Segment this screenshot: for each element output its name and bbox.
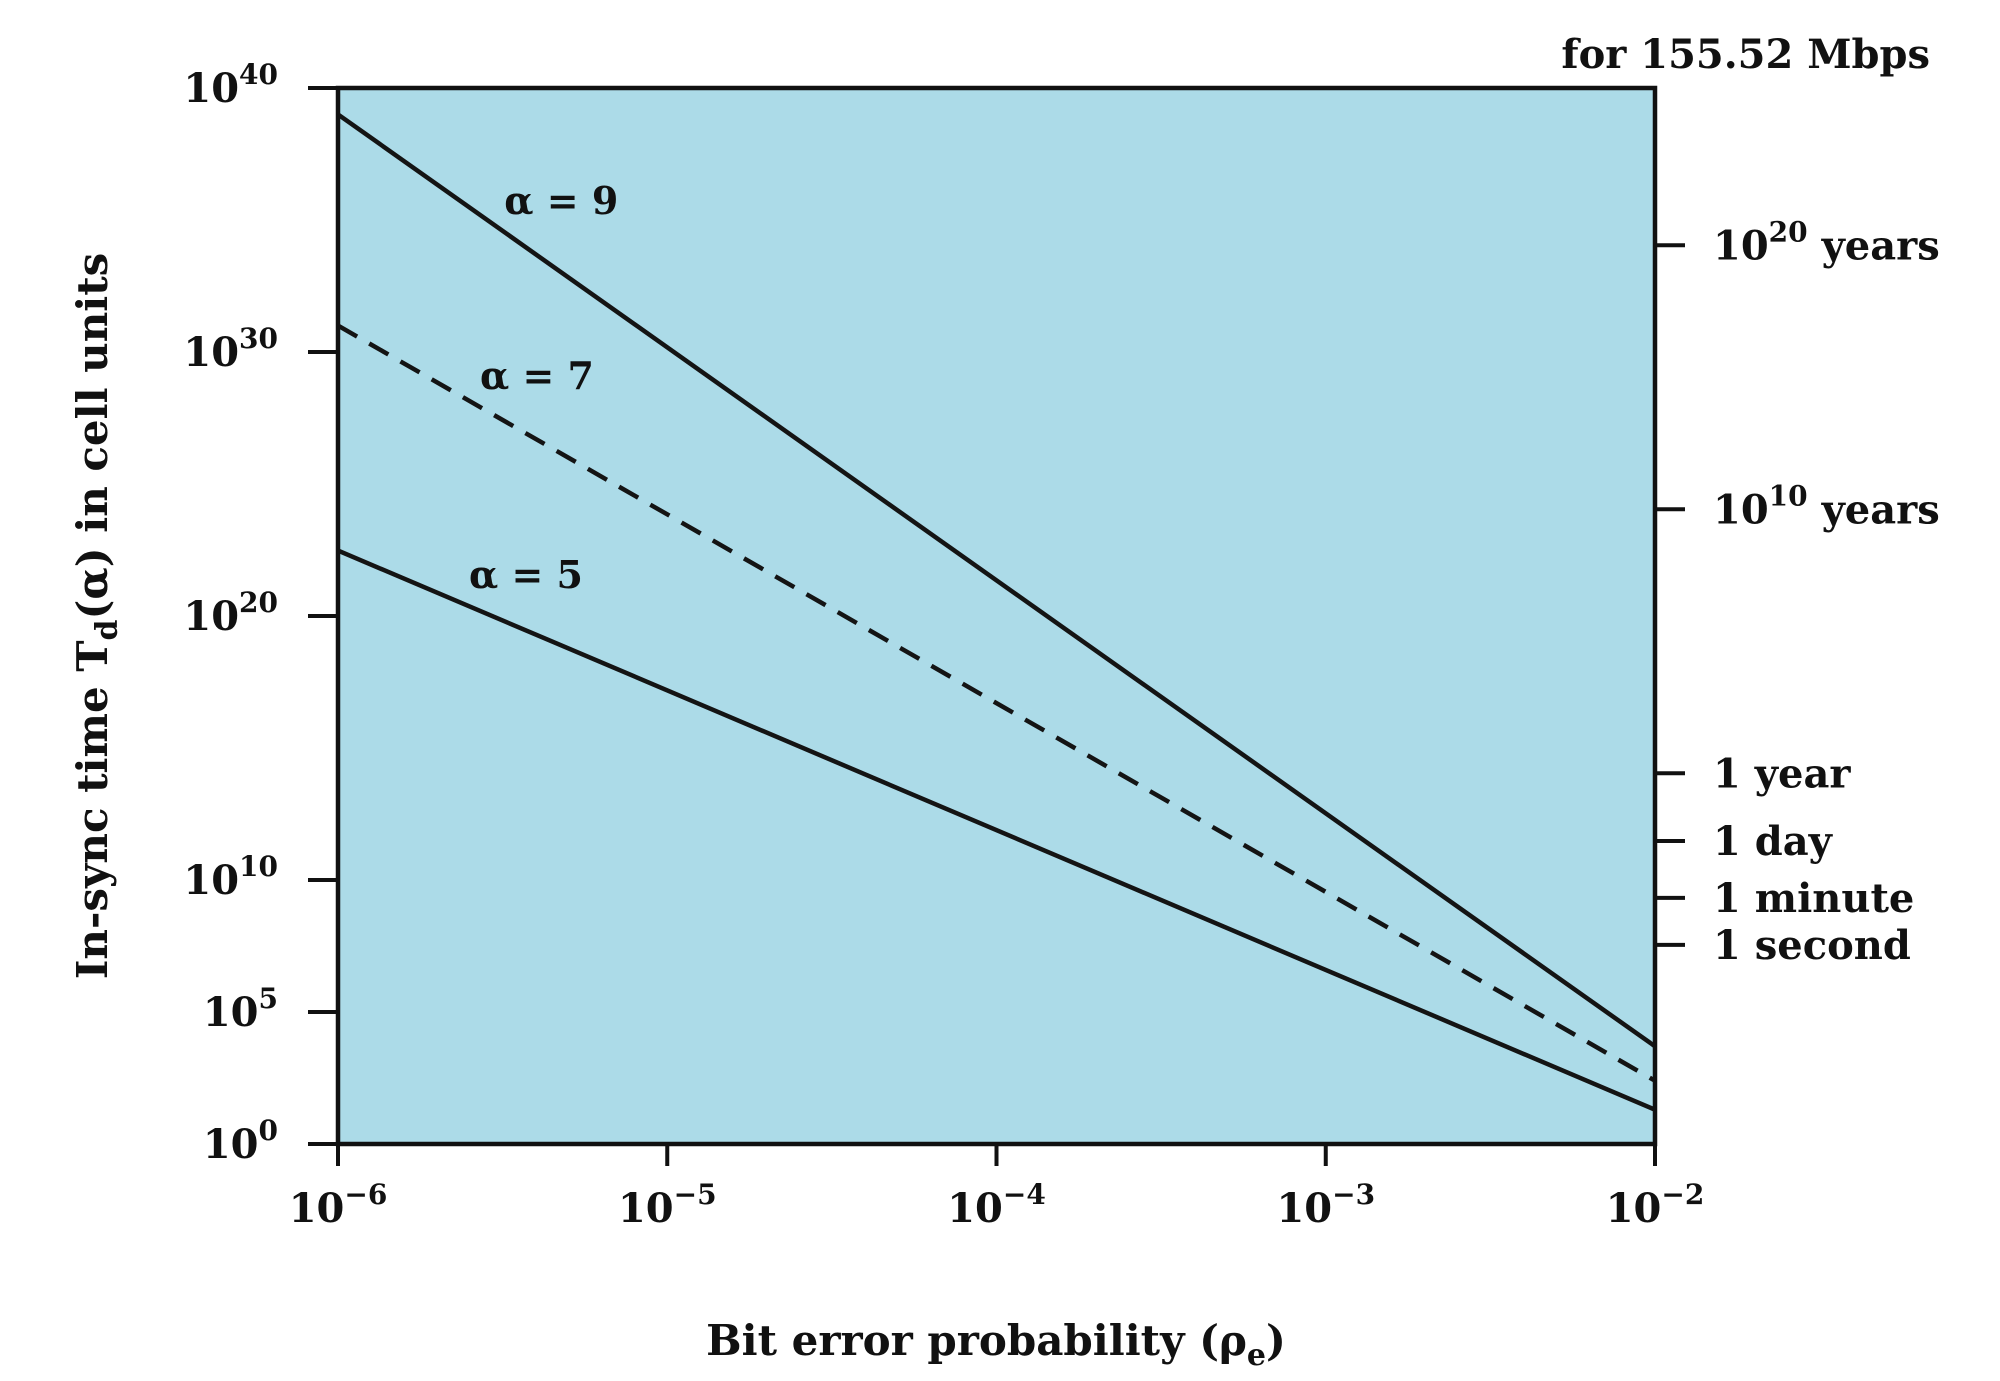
y-tick-label-5: 1030: [183, 322, 278, 376]
labels: α = 9 α = 7 α = 5 10−6 10−5 10−4 10−3 10−2 100 10…: [183, 58, 1939, 1232]
right-tick-label-1: 1 second: [1713, 922, 1911, 969]
right-tick-label-6: 1020 years: [1713, 215, 1940, 269]
series-layer: [336, 112, 1657, 1112]
plot-area: [338, 88, 1655, 1144]
series-line-2: [336, 323, 1657, 1083]
series-label-2: α = 7: [480, 353, 594, 398]
x-tick-label-2: 10−5: [618, 1178, 717, 1232]
y-tick-label-6: 1040: [183, 58, 278, 112]
right-tick-label-5: 1010 years: [1713, 479, 1940, 533]
x-axis-label: Bit error probability (ρe): [706, 1316, 1286, 1373]
x-tick-label-1: 10−6: [289, 1178, 388, 1232]
series-label-1: α = 9: [504, 178, 618, 223]
series-label-3: α = 5: [469, 552, 583, 597]
right-tick-label-4: 1 year: [1713, 750, 1851, 797]
x-tick-label-3: 10−4: [947, 1178, 1046, 1232]
y-tick-label-1: 100: [203, 1114, 278, 1168]
x-tick-label-5: 10−2: [1606, 1178, 1705, 1232]
x-tick-label-4: 10−3: [1276, 1178, 1375, 1232]
right-tick-label-3: 1 day: [1713, 818, 1834, 865]
ticks: [308, 86, 1685, 1166]
y-tick-label-3: 1010: [183, 850, 278, 904]
right-axis-title: for 155.52 Mbps: [1561, 31, 1930, 78]
y-axis-label: In-sync time Td(α) in cell units: [68, 253, 125, 979]
y-tick-label-2: 105: [203, 982, 278, 1036]
series-line-1: [336, 112, 1657, 1049]
right-tick-label-2: 1 minute: [1713, 875, 1914, 922]
y-tick-label-4: 1020: [183, 586, 278, 640]
series-line-3: [337, 548, 1656, 1112]
